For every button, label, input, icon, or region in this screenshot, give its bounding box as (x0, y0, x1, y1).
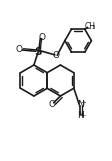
Text: O: O (16, 45, 23, 54)
Text: N: N (77, 100, 84, 109)
Text: 3: 3 (91, 25, 95, 30)
Text: O: O (53, 51, 59, 60)
Text: N: N (77, 111, 84, 120)
Text: O: O (49, 100, 56, 109)
Text: CH: CH (84, 22, 95, 31)
Text: +: + (81, 100, 87, 106)
Text: ⁻: ⁻ (81, 113, 86, 122)
Text: O: O (38, 33, 45, 42)
Text: S: S (35, 47, 42, 57)
